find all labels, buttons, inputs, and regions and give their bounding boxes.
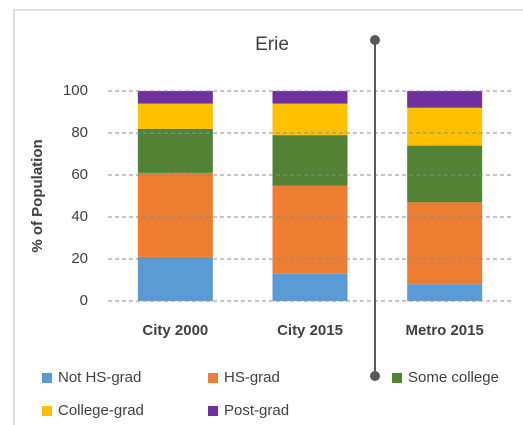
divider-handle [370, 35, 380, 45]
x-tick-label: City 2015 [277, 322, 343, 339]
bar-segment [137, 172, 213, 257]
bar-segment [407, 91, 483, 108]
bar-segment [272, 273, 348, 301]
y-tick-label: 60 [71, 166, 88, 183]
bar-segment [137, 91, 213, 104]
legend-label: HS-grad [224, 369, 280, 386]
bar-segment [407, 284, 483, 301]
legend-swatch [42, 373, 52, 383]
y-tick-label: 20 [71, 250, 88, 267]
x-tick-label: City 2000 [142, 322, 208, 339]
bar-segment [137, 256, 213, 301]
legend-swatch [208, 373, 218, 383]
bar-segment [272, 91, 348, 104]
bar-segment [272, 103, 348, 136]
bar-segment [407, 107, 483, 146]
y-tick-label: 40 [71, 208, 88, 225]
bar-segment [137, 128, 213, 173]
legend-label: Some college [408, 369, 499, 386]
legend-label: Not HS-grad [58, 369, 141, 386]
chart-title: Erie [255, 34, 289, 55]
y-tick-label: 80 [71, 124, 88, 141]
legend-swatch [42, 406, 52, 416]
legend-label: Post-grad [224, 402, 289, 419]
legend-swatch [208, 406, 218, 416]
bar-segment [407, 202, 483, 285]
bar-segment [407, 145, 483, 203]
bar-segment [272, 135, 348, 186]
bar-segment [137, 103, 213, 129]
legend-swatch [392, 373, 402, 383]
plot: City 2000 City 2015 Metro 2015 0 20 40 60 80 100… [42, 82, 512, 419]
bar-segment [272, 185, 348, 274]
y-axis-label: % of Population [29, 139, 46, 252]
y-tick-label: 100 [63, 82, 88, 99]
divider-handle [370, 371, 380, 381]
y-tick-label: 0 [80, 292, 88, 309]
legend-label: College-grad [58, 402, 144, 419]
x-tick-label: Metro 2015 [405, 322, 483, 339]
